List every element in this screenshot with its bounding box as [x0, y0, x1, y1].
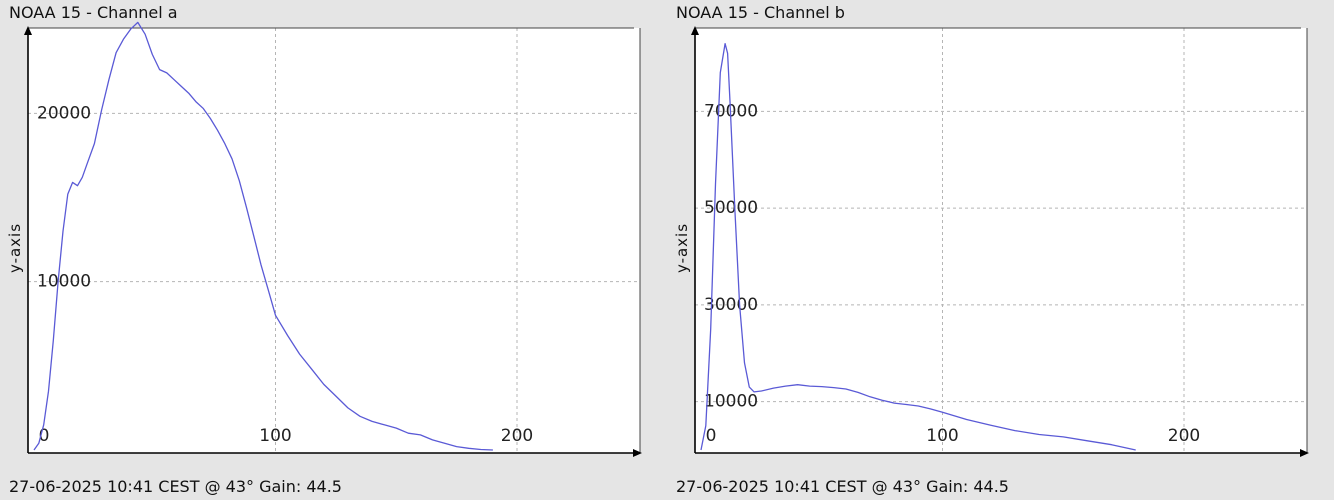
x-tick-label: 0 — [39, 426, 50, 446]
chart-footer: 27-06-2025 10:41 CEST @ 43° Gain: 44.5 — [9, 477, 342, 496]
x-tick-label: 100 — [926, 426, 958, 446]
y-tick-label: 30000 — [704, 295, 758, 315]
x-tick-label: 200 — [1168, 426, 1200, 446]
x-tick-label: 0 — [706, 426, 717, 446]
plot-area: 0 100 200 10000 20000 — [24, 21, 642, 457]
x-tick-label: 100 — [259, 426, 291, 446]
chart-panel-channel-a: NOAA 15 - Channel a y-axis 0 100 200 10000 2… — [6, 3, 642, 496]
y-axis-arrow — [691, 26, 699, 35]
x-tick-label: 200 — [501, 426, 533, 446]
x-axis-arrow — [633, 449, 642, 457]
x-axis-arrow — [1300, 449, 1309, 457]
chart-panel-channel-b: NOAA 15 - Channel b y-axis 0 100 200 10000 3… — [667, 0, 1334, 500]
chart-footer: 27-06-2025 10:41 CEST @ 43° Gain: 44.5 — [676, 477, 1009, 496]
chart-title: NOAA 15 - Channel b — [676, 3, 845, 22]
series-line — [700, 42, 1136, 451]
plot-background — [695, 28, 1307, 453]
y-axis-arrow — [24, 26, 32, 35]
y-tick-label: 20000 — [37, 103, 91, 123]
y-tick-label: 10000 — [37, 272, 91, 292]
chart-title: NOAA 15 - Channel a — [9, 3, 178, 22]
series-line — [33, 21, 493, 451]
y-tick-label: 50000 — [704, 198, 758, 218]
plot-background — [28, 28, 640, 453]
y-tick-label: 10000 — [704, 392, 758, 412]
